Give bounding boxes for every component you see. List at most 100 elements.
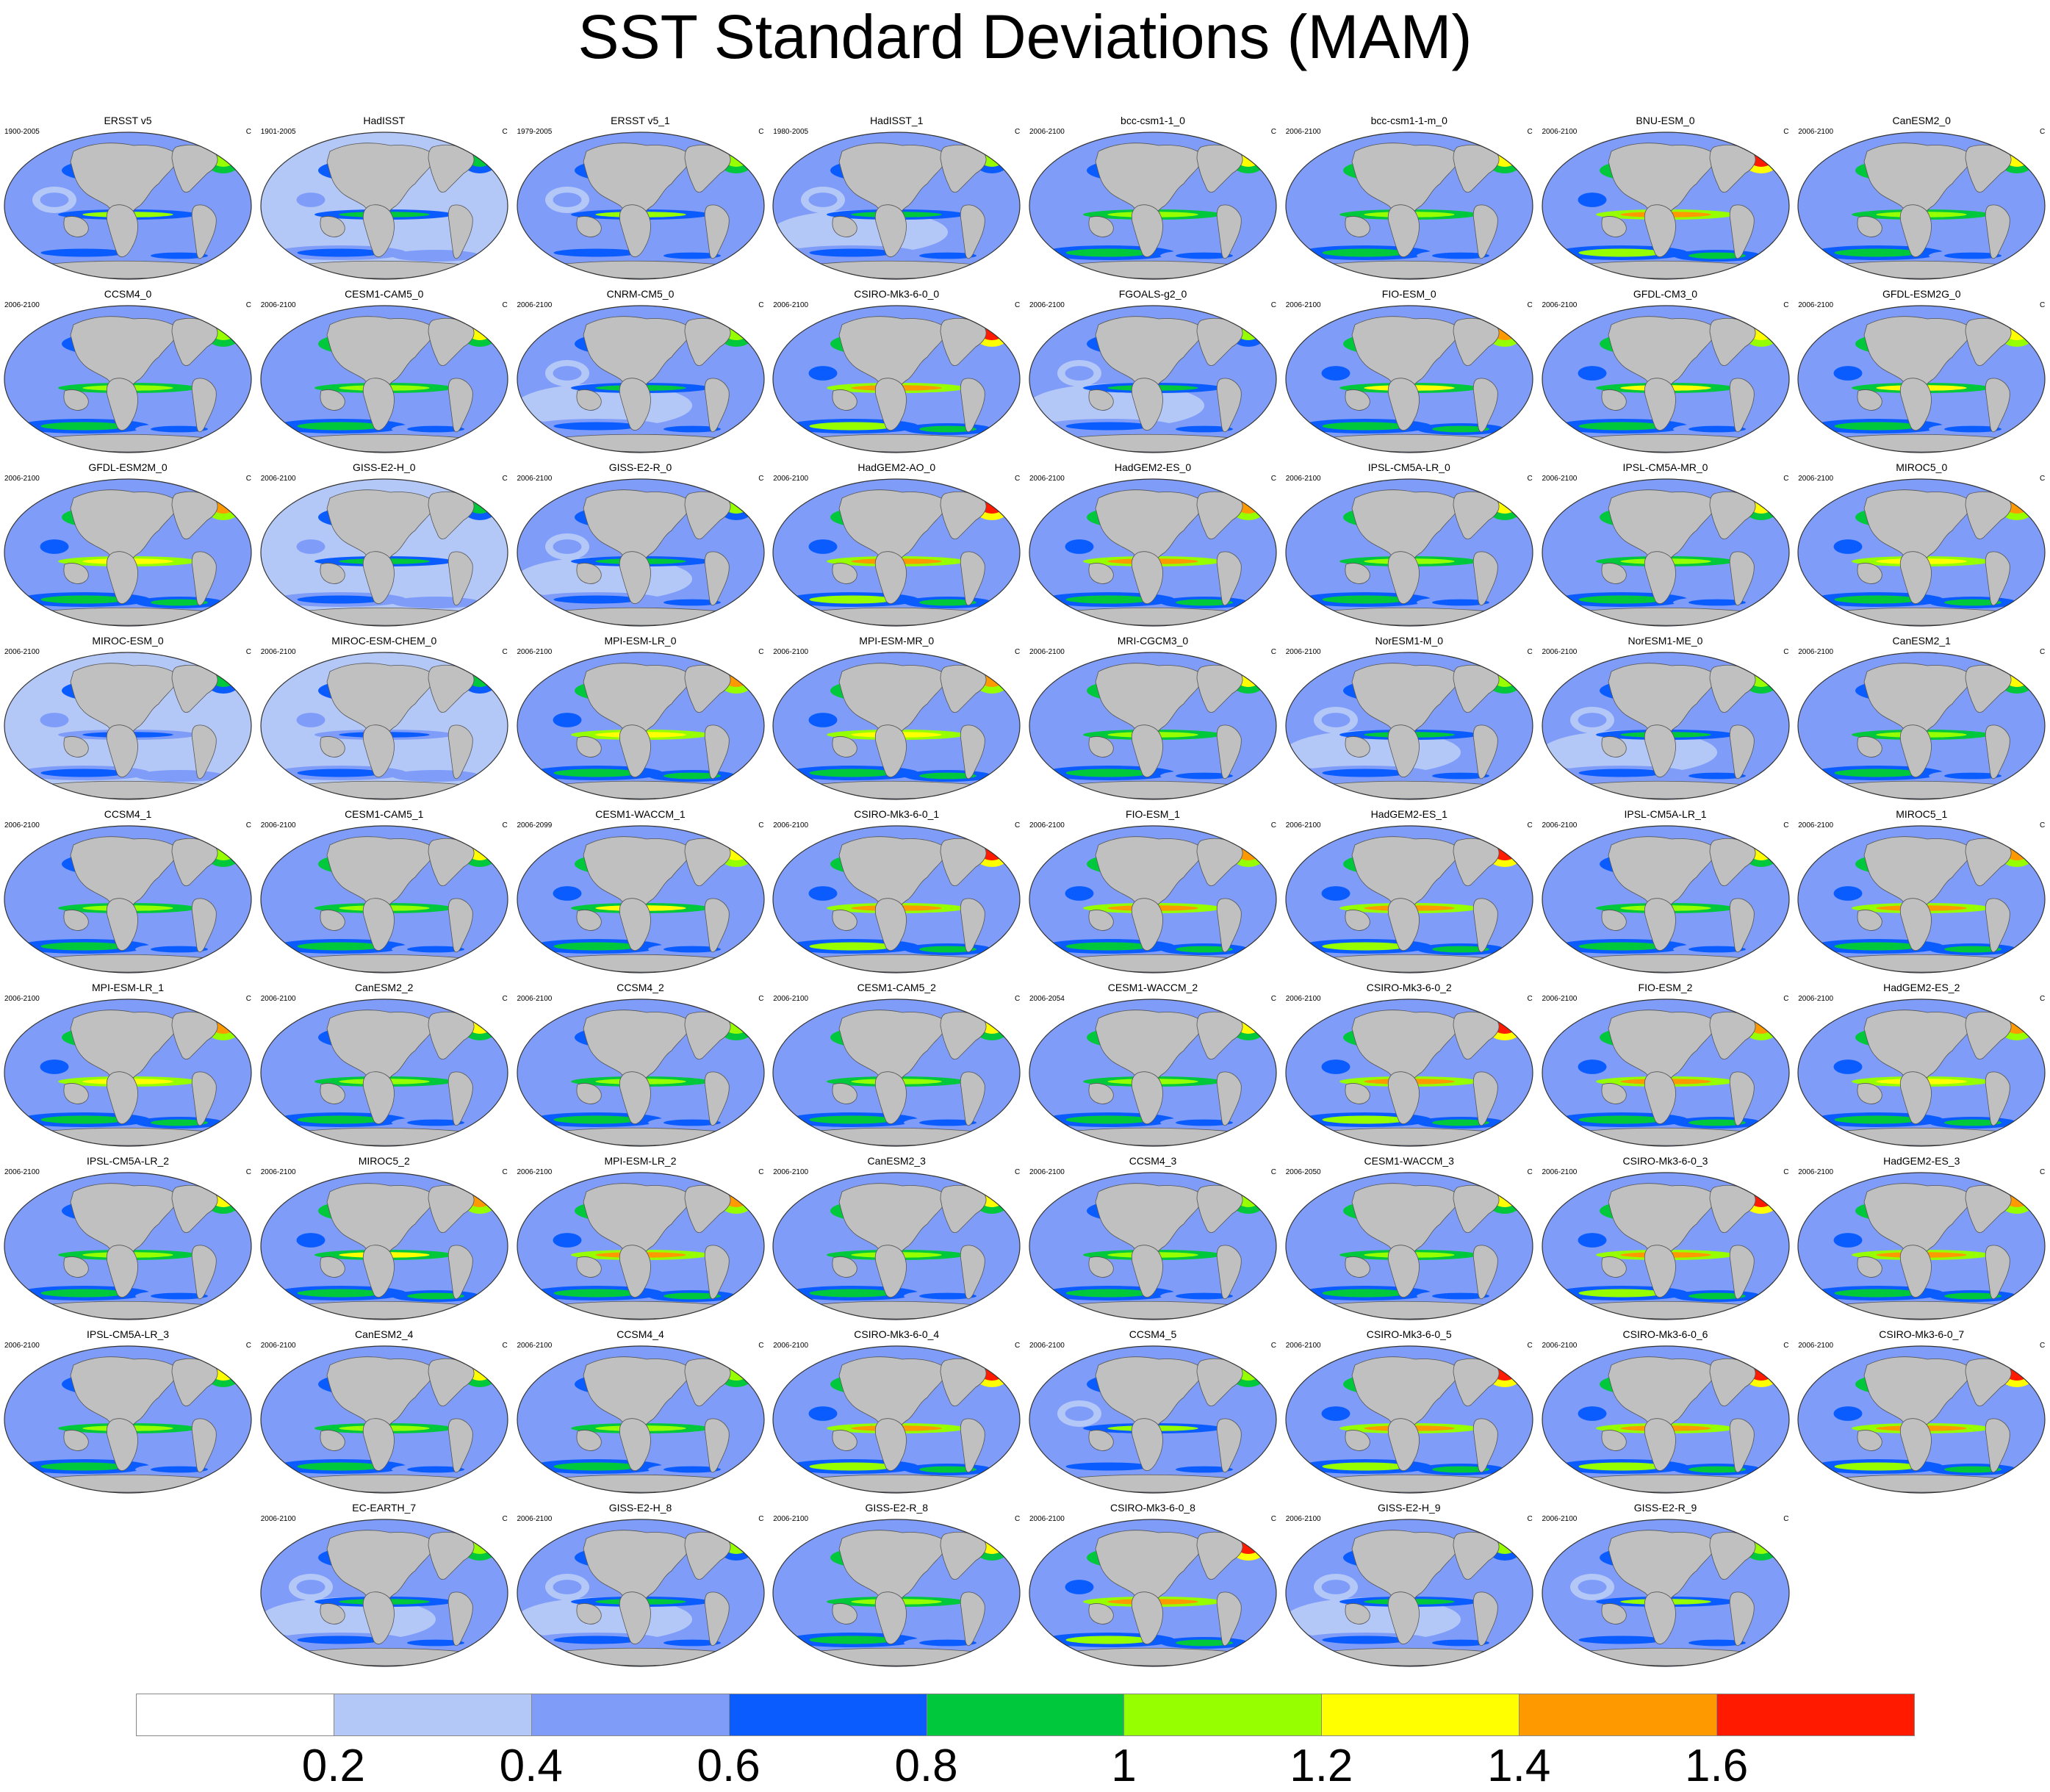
map-panel: CSIRO-Mk3-6-0_6 2006-2100 C [1541,1328,1791,1497]
ocean-field-core [919,1119,977,1126]
land-africa [1387,204,1420,257]
map-panel: CCSM4_5 2006-2100 C [1028,1328,1278,1497]
panel-units: C [1527,1342,1533,1350]
land-australia [576,736,602,758]
sst-map [1029,652,1277,800]
panel-title: CESM1-WACCM_3 [1364,1155,1454,1167]
panel-period: 2006-2100 [1285,128,1321,136]
land-antarctica [1312,607,1506,626]
panel-period: 2006-2100 [1542,648,1578,656]
panel-period: 2006-2100 [773,821,809,830]
land-south-america [704,724,730,780]
panel-units: C [1527,995,1533,1003]
map-panel: EC-EARTH_7 2006-2100 C [259,1502,509,1671]
ocean-field-core [1321,366,1351,381]
map-panel: CSIRO-Mk3-6-0_7 2006-2100 C [1797,1328,2046,1497]
ocean-field-core [406,1466,464,1473]
map-outline [772,652,1021,800]
land-australia [576,1603,602,1624]
land-south-america [1729,551,1755,606]
panel-units: C [758,475,764,483]
land-eurasia [1863,143,1974,223]
land-australia [1088,736,1114,758]
page-title: SST Standard Deviations (MAM) [578,2,1472,71]
ocean-field-core [40,1233,69,1248]
ocean-field-core [1176,252,1233,259]
panel-units: C [245,475,251,483]
land-australia [576,563,602,584]
land-australia [1601,1083,1627,1104]
ocean-field-core [553,1115,639,1124]
land-africa [619,724,651,777]
panel-units: C [245,1168,251,1176]
land-antarctica [31,1300,224,1320]
land-south-america [960,204,985,259]
panel-units: C [1015,648,1021,656]
land-antarctica [287,1127,481,1146]
land-eurasia [838,836,949,916]
sst-map [1541,478,1790,627]
panel-period: 2006-2100 [1029,648,1065,656]
land-africa [106,1245,138,1298]
map-panel: ERSST v5_1 1979-2005 C [516,115,766,284]
panel-units: C [245,1342,251,1350]
ocean-field-core [1321,1233,1351,1248]
ocean-field-core [1322,248,1409,257]
map-panel: HadISST 1901-2005 C [259,115,509,284]
land-south-america [191,551,217,606]
land-eurasia [1608,1356,1717,1436]
panel-units: C [2040,1168,2046,1176]
map-outline [516,652,765,800]
land-africa [1387,1245,1420,1298]
land-africa [106,551,138,604]
land-africa [106,204,138,257]
map-outline [1541,305,1790,453]
sst-map [1029,478,1277,627]
ocean-field-core [151,1119,208,1126]
land-south-america [1216,898,1242,953]
land-australia [832,1083,857,1104]
map-outline [1541,825,1790,974]
land-australia [63,1430,89,1451]
panel-period: 2006-2100 [260,301,296,309]
land-australia [320,1603,345,1624]
land-australia [1857,563,1882,584]
ocean-field-core [1065,192,1094,207]
land-eurasia [1095,1530,1205,1610]
panel-title: CESM1-CAM5_2 [857,982,936,993]
ocean-field-core [296,713,326,727]
ocean-field-core [1688,599,1746,606]
land-australia [1857,736,1882,758]
land-africa [1900,1245,1932,1298]
map-outline [1285,1345,1533,1494]
land-antarctica [1824,780,2018,799]
ocean-field-core [297,769,384,777]
land-eurasia [1608,1010,1717,1090]
land-antarctica [287,780,481,799]
map-outline [1285,305,1533,453]
panel-units: C [2040,648,2046,656]
panel-units: C [1270,821,1276,830]
panel-units: C [1783,995,1789,1003]
map-outline [1285,825,1533,974]
map-outline [772,478,1021,627]
sst-map [260,305,508,453]
land-australia [320,1430,345,1451]
ocean-field-core [919,946,977,953]
panel-period: 2006-2100 [260,1342,296,1350]
panel-units: C [1015,1342,1021,1350]
land-eurasia [1095,1356,1205,1436]
land-greenland [220,141,242,162]
land-antarctica [287,433,481,453]
ocean-field-core [808,539,838,554]
map-outline [772,1519,1021,1667]
land-africa [106,378,138,431]
panel-title: HadISST_1 [870,115,924,126]
panel-units: C [2040,821,2046,830]
land-south-america [1985,1418,2010,1473]
panel-period: 2006-2100 [260,1168,296,1176]
land-south-america [1472,1071,1498,1126]
land-greenland [990,1355,1010,1375]
colorbar-box [926,1694,1125,1736]
land-antarctica [1824,1300,2018,1320]
